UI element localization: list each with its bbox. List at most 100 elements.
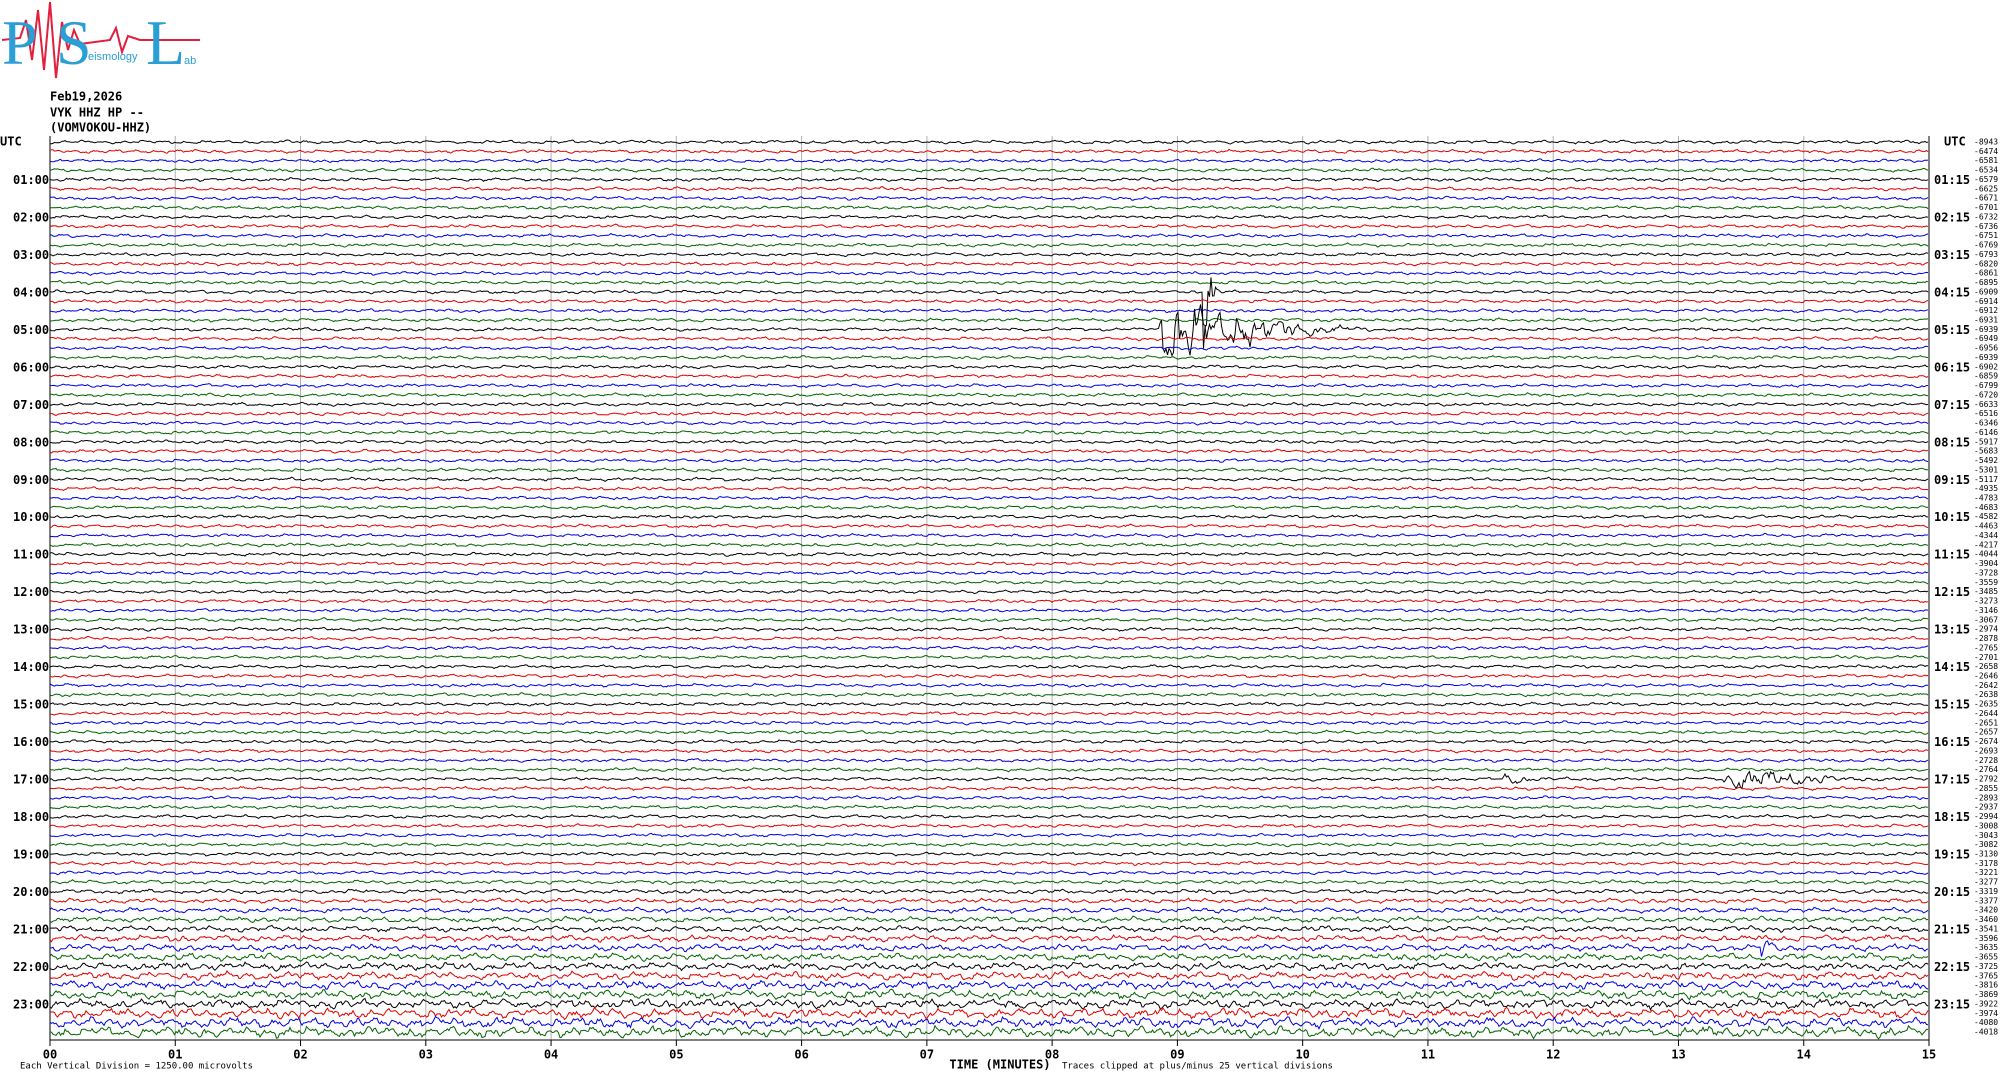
row-label-left: 03:00 bbox=[13, 248, 49, 262]
trace bbox=[49, 485, 1929, 492]
row-label-left: 07:00 bbox=[13, 398, 49, 412]
row-offset: -2658 bbox=[1974, 662, 1998, 671]
trace bbox=[49, 476, 1929, 483]
trace bbox=[49, 542, 1929, 548]
trace bbox=[49, 467, 1929, 473]
row-offset: -5301 bbox=[1974, 465, 1998, 474]
row-label-right: 13:15 bbox=[1934, 623, 1970, 637]
row-offset: -4582 bbox=[1974, 512, 1998, 521]
trace bbox=[49, 654, 1929, 660]
row-label-left: 14:00 bbox=[13, 660, 49, 674]
x-tick-label: 08 bbox=[1045, 1048, 1059, 1062]
trace bbox=[49, 767, 1929, 773]
trace bbox=[49, 270, 1929, 276]
row-offset: -4217 bbox=[1974, 540, 1998, 549]
trace bbox=[49, 748, 1929, 754]
row-offset: -2646 bbox=[1974, 672, 1998, 681]
row-offset: -3130 bbox=[1974, 850, 1998, 859]
trace bbox=[50, 924, 1929, 934]
trace bbox=[49, 739, 1929, 745]
row-offset: -4463 bbox=[1974, 522, 1998, 531]
row-label-right: 12:15 bbox=[1934, 585, 1970, 599]
row-offset: -3067 bbox=[1974, 615, 1998, 624]
row-offset: -2651 bbox=[1974, 718, 1998, 727]
row-offset: -6895 bbox=[1974, 278, 1998, 287]
row-offset: -2893 bbox=[1974, 793, 1998, 802]
row-offset: -5683 bbox=[1974, 447, 1998, 456]
row-offset: -6859 bbox=[1974, 372, 1998, 381]
row-label-right: 19:15 bbox=[1934, 848, 1970, 862]
row-offset: -6736 bbox=[1974, 222, 1998, 231]
trace bbox=[49, 729, 1929, 735]
header-line: Feb19,2026 bbox=[50, 90, 122, 104]
trace bbox=[49, 195, 1929, 201]
row-offset: -6939 bbox=[1974, 353, 1998, 362]
row-offset: -6956 bbox=[1974, 344, 1998, 353]
row-offset: -2701 bbox=[1974, 653, 1998, 662]
trace bbox=[49, 336, 1929, 342]
row-offset: -3765 bbox=[1974, 971, 1998, 980]
trace bbox=[49, 514, 1928, 520]
row-offset: -2638 bbox=[1974, 690, 1998, 699]
trace bbox=[50, 457, 1929, 464]
row-label-left: 12:00 bbox=[13, 585, 49, 599]
trace bbox=[49, 940, 1929, 957]
row-offset: -2635 bbox=[1974, 700, 1998, 709]
row-label-right: 15:15 bbox=[1934, 698, 1970, 712]
row-offset: -3319 bbox=[1974, 887, 1998, 896]
row-offset: -2693 bbox=[1974, 746, 1998, 755]
row-offset: -3082 bbox=[1974, 840, 1998, 849]
row-label-right: 20:15 bbox=[1934, 885, 1970, 899]
row-label-left: 02:00 bbox=[13, 210, 49, 224]
row-label-left: 10:00 bbox=[13, 510, 49, 524]
trace bbox=[49, 148, 1929, 155]
row-offset: -6902 bbox=[1974, 362, 1998, 371]
row-label-right: 17:15 bbox=[1934, 773, 1970, 787]
trace bbox=[49, 570, 1929, 576]
trace bbox=[50, 298, 1929, 304]
row-offset: -2994 bbox=[1974, 812, 1998, 821]
trace bbox=[49, 523, 1929, 529]
row-offset: -6474 bbox=[1974, 147, 1998, 156]
trace bbox=[49, 429, 1929, 435]
row-label-right: 08:15 bbox=[1934, 435, 1970, 449]
row-offset: -4935 bbox=[1974, 484, 1998, 493]
trace bbox=[49, 317, 1929, 323]
scale-note: Each Vertical Division = 1250.00 microvo… bbox=[20, 1062, 253, 1072]
trace bbox=[49, 979, 1929, 992]
row-offset: -3725 bbox=[1974, 962, 1998, 971]
row-offset: -3043 bbox=[1974, 831, 1998, 840]
row-label-left: 01:00 bbox=[13, 173, 49, 187]
logo-letter: S bbox=[56, 7, 92, 78]
row-offset: -6701 bbox=[1974, 203, 1998, 212]
row-label-left: 19:00 bbox=[13, 848, 49, 862]
row-offset: -3541 bbox=[1974, 924, 1998, 933]
x-tick-label: 13 bbox=[1671, 1048, 1685, 1062]
row-offset: -6909 bbox=[1974, 287, 1998, 296]
trace bbox=[49, 420, 1929, 426]
trace bbox=[49, 598, 1929, 604]
row-offset: -6534 bbox=[1974, 166, 1998, 175]
row-offset: -2974 bbox=[1974, 625, 1998, 634]
row-offset: -6579 bbox=[1974, 175, 1998, 184]
logo-letter: P bbox=[2, 7, 38, 78]
trace bbox=[49, 277, 1929, 349]
logo-letter: L bbox=[146, 7, 185, 78]
row-offset: -4080 bbox=[1974, 1018, 1998, 1027]
trace bbox=[49, 176, 1929, 183]
row-offset: -3273 bbox=[1974, 597, 1998, 606]
trace bbox=[49, 1024, 1929, 1040]
x-tick-label: 10 bbox=[1295, 1048, 1309, 1062]
clip-note: Traces clipped at plus/minus 25 vertical… bbox=[1062, 1062, 1333, 1072]
row-label-right: 18:15 bbox=[1934, 810, 1970, 824]
row-offset: -2657 bbox=[1974, 728, 1998, 737]
x-axis-label: TIME (MINUTES) bbox=[949, 1058, 1050, 1072]
row-offset: -4683 bbox=[1974, 503, 1998, 512]
trace bbox=[49, 952, 1929, 963]
right-header: UTC bbox=[1944, 135, 1966, 149]
row-label-right: 10:15 bbox=[1934, 510, 1970, 524]
row-label-right: 03:15 bbox=[1934, 248, 1970, 262]
trace bbox=[49, 495, 1929, 501]
row-offset: -2792 bbox=[1974, 775, 1998, 784]
